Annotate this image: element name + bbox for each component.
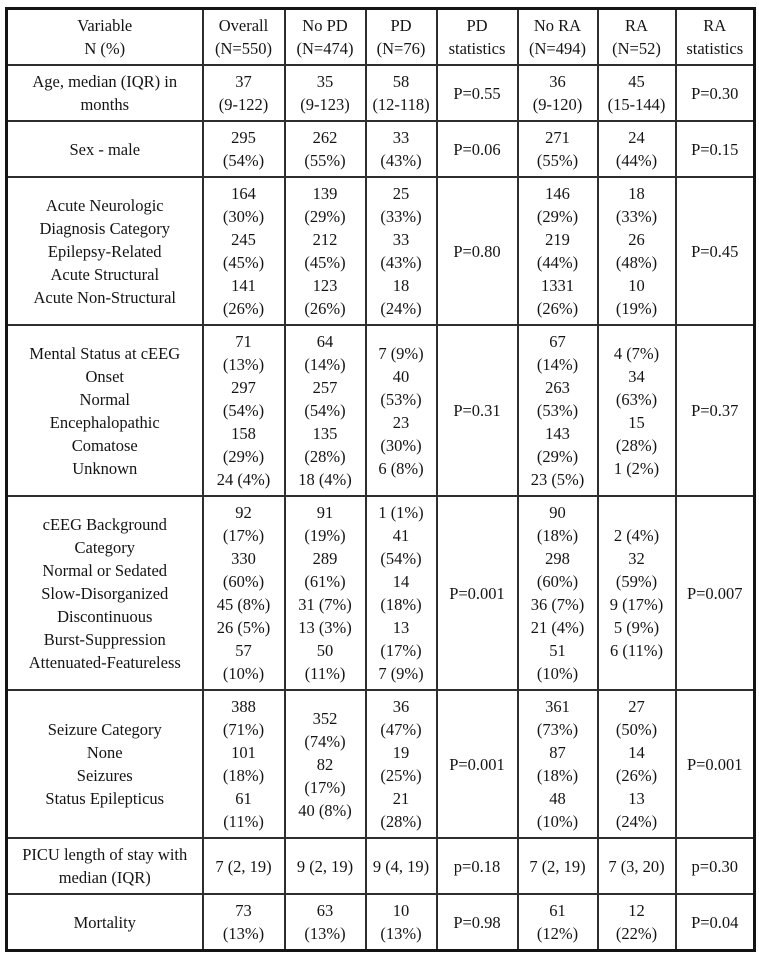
data-cell-pd-sex-male: 33 (43%) <box>364 120 438 178</box>
table-row-seizure-category: Seizure Category None Seizures Status Ep… <box>5 689 756 839</box>
header-overall: Overall (N=550) <box>201 7 286 66</box>
data-cell-ra-acute-neurologic-diagnosis: 18 (33%) 26 (48%) 10 (19%) <box>596 176 677 326</box>
variable-cell-age: Age, median (IQR) in months <box>5 64 204 122</box>
data-cell-ra-age: 45 (15-144) <box>596 64 677 122</box>
data-cell-no-ra-mental-status: 67 (14%) 263 (53%) 143 (29%) 23 (5%) <box>516 324 599 497</box>
header-no-ra: No RA (N=494) <box>516 7 599 66</box>
pvalue-cell-ra-statistics-acute-neurologic-diagnosis: P=0.45 <box>674 176 756 326</box>
pvalue-cell-ra-statistics-age: P=0.30 <box>674 64 756 122</box>
baseline-characteristics-table: Variable N (%) Overall (N=550) No PD (N=47… <box>5 7 756 952</box>
table-row-picu-length-of-stay: PICU length of stay with median (IQR) 7 (… <box>5 837 756 895</box>
data-cell-no-ra-seizure-category: 361 (73%) 87 (18%) 48 (10%) <box>516 689 599 839</box>
pvalue-cell-ra-statistics-mental-status: P=0.37 <box>674 324 756 497</box>
header-row: Variable N (%) Overall (N=550) No PD (N=47… <box>5 7 756 66</box>
data-cell-no-ra-sex-male: 271 (55%) <box>516 120 599 178</box>
data-cell-ra-ceeg-background: 2 (4%) 32 (59%) 9 (17%) 5 (9%) 6 (11%) <box>596 495 677 691</box>
data-cell-ra-mental-status: 4 (7%) 34 (63%) 15 (28%) 1 (2%) <box>596 324 677 497</box>
data-cell-pd-mental-status: 7 (9%) 40 (53%) 23 (30%) 6 (8%) <box>364 324 438 497</box>
data-cell-overall-sex-male: 295 (54%) <box>201 120 286 178</box>
data-cell-no-ra-age: 36 (9-120) <box>516 64 599 122</box>
data-cell-overall-acute-neurologic-diagnosis: 164 (30%) 245 (45%) 141 (26%) <box>201 176 286 326</box>
table-body: Age, median (IQR) in months 37 (9-122) 35 … <box>5 64 756 952</box>
data-cell-no-ra-mortality: 61 (12%) <box>516 893 599 952</box>
table-row-sex-male: Sex - male 295 (54%) 262 (55%) 33 (43%) P=0.… <box>5 120 756 178</box>
variable-cell-sex-male: Sex - male <box>5 120 204 178</box>
pvalue-cell-pd-statistics-mortality: P=0.98 <box>435 893 519 952</box>
data-cell-pd-mortality: 10 (13%) <box>364 893 438 952</box>
data-cell-no-pd-ceeg-background: 91 (19%) 289 (61%) 31 (7%) 13 (3%) 50 (1… <box>283 495 367 691</box>
pvalue-cell-ra-statistics-seizure-category: P=0.001 <box>674 689 756 839</box>
pvalue-cell-ra-statistics-sex-male: P=0.15 <box>674 120 756 178</box>
pvalue-cell-ra-statistics-picu-length-of-stay: p=0.30 <box>674 837 756 895</box>
data-cell-no-pd-age: 35 (9-123) <box>283 64 367 122</box>
data-cell-overall-ceeg-background: 92 (17%) 330 (60%) 45 (8%) 26 (5%) 57 (1… <box>201 495 286 691</box>
header-ra-statistics: RA statistics <box>674 7 756 66</box>
data-cell-no-pd-acute-neurologic-diagnosis: 139 (29%) 212 (45%) 123 (26%) <box>283 176 367 326</box>
header-pd: PD (N=76) <box>364 7 438 66</box>
pvalue-cell-pd-statistics-picu-length-of-stay: p=0.18 <box>435 837 519 895</box>
data-cell-no-pd-mortality: 63 (13%) <box>283 893 367 952</box>
table-header: Variable N (%) Overall (N=550) No PD (N=47… <box>5 7 756 66</box>
variable-cell-seizure-category: Seizure Category None Seizures Status Ep… <box>5 689 204 839</box>
table-row-mental-status: Mental Status at cEEG Onset Normal Encep… <box>5 324 756 497</box>
data-cell-overall-picu-length-of-stay: 7 (2, 19) <box>201 837 286 895</box>
table-row-age: Age, median (IQR) in months 37 (9-122) 35 … <box>5 64 756 122</box>
data-cell-pd-picu-length-of-stay: 9 (4, 19) <box>364 837 438 895</box>
variable-cell-mental-status: Mental Status at cEEG Onset Normal Encep… <box>5 324 204 497</box>
table-row-acute-neurologic-diagnosis: Acute Neurologic Diagnosis Category Epil… <box>5 176 756 326</box>
pvalue-cell-ra-statistics-mortality: P=0.04 <box>674 893 756 952</box>
data-cell-no-ra-picu-length-of-stay: 7 (2, 19) <box>516 837 599 895</box>
variable-cell-picu-length-of-stay: PICU length of stay with median (IQR) <box>5 837 204 895</box>
data-cell-pd-age: 58 (12-118) <box>364 64 438 122</box>
data-cell-ra-picu-length-of-stay: 7 (3, 20) <box>596 837 677 895</box>
data-cell-pd-acute-neurologic-diagnosis: 25 (33%) 33 (43%) 18 (24%) <box>364 176 438 326</box>
data-cell-no-pd-mental-status: 64 (14%) 257 (54%) 135 (28%) 18 (4%) <box>283 324 367 497</box>
pvalue-cell-pd-statistics-ceeg-background: P=0.001 <box>435 495 519 691</box>
table-row-ceeg-background: cEEG Background Category Normal or Sedat… <box>5 495 756 691</box>
variable-cell-ceeg-background: cEEG Background Category Normal or Sedat… <box>5 495 204 691</box>
data-cell-ra-seizure-category: 27 (50%) 14 (26%) 13 (24%) <box>596 689 677 839</box>
data-cell-ra-mortality: 12 (22%) <box>596 893 677 952</box>
data-cell-pd-ceeg-background: 1 (1%) 41 (54%) 14 (18%) 13 (17%) 7 (9%) <box>364 495 438 691</box>
header-no-pd: No PD (N=474) <box>283 7 367 66</box>
data-cell-no-ra-acute-neurologic-diagnosis: 146 (29%) 219 (44%) 1331 (26%) <box>516 176 599 326</box>
data-cell-overall-mortality: 73 (13%) <box>201 893 286 952</box>
data-cell-no-pd-seizure-category: 352 (74%) 82 (17%) 40 (8%) <box>283 689 367 839</box>
pvalue-cell-pd-statistics-acute-neurologic-diagnosis: P=0.80 <box>435 176 519 326</box>
header-variable: Variable N (%) <box>5 7 204 66</box>
data-cell-pd-seizure-category: 36 (47%) 19 (25%) 21 (28%) <box>364 689 438 839</box>
pvalue-cell-pd-statistics-age: P=0.55 <box>435 64 519 122</box>
data-cell-overall-seizure-category: 388 (71%) 101 (18%) 61 (11%) <box>201 689 286 839</box>
variable-cell-mortality: Mortality <box>5 893 204 952</box>
pvalue-cell-pd-statistics-mental-status: P=0.31 <box>435 324 519 497</box>
data-cell-no-pd-picu-length-of-stay: 9 (2, 19) <box>283 837 367 895</box>
pvalue-cell-pd-statistics-seizure-category: P=0.001 <box>435 689 519 839</box>
header-pd-statistics: PD statistics <box>435 7 519 66</box>
variable-cell-acute-neurologic-diagnosis: Acute Neurologic Diagnosis Category Epil… <box>5 176 204 326</box>
data-cell-overall-mental-status: 71 (13%) 297 (54%) 158 (29%) 24 (4%) <box>201 324 286 497</box>
table-row-mortality: Mortality 73 (13%) 63 (13%) 10 (13%) P=0.98 6… <box>5 893 756 952</box>
data-cell-overall-age: 37 (9-122) <box>201 64 286 122</box>
data-cell-ra-sex-male: 24 (44%) <box>596 120 677 178</box>
header-ra: RA (N=52) <box>596 7 677 66</box>
data-cell-no-ra-ceeg-background: 90 (18%) 298 (60%) 36 (7%) 21 (4%) 51 (1… <box>516 495 599 691</box>
pvalue-cell-ra-statistics-ceeg-background: P=0.007 <box>674 495 756 691</box>
data-cell-no-pd-sex-male: 262 (55%) <box>283 120 367 178</box>
pvalue-cell-pd-statistics-sex-male: P=0.06 <box>435 120 519 178</box>
